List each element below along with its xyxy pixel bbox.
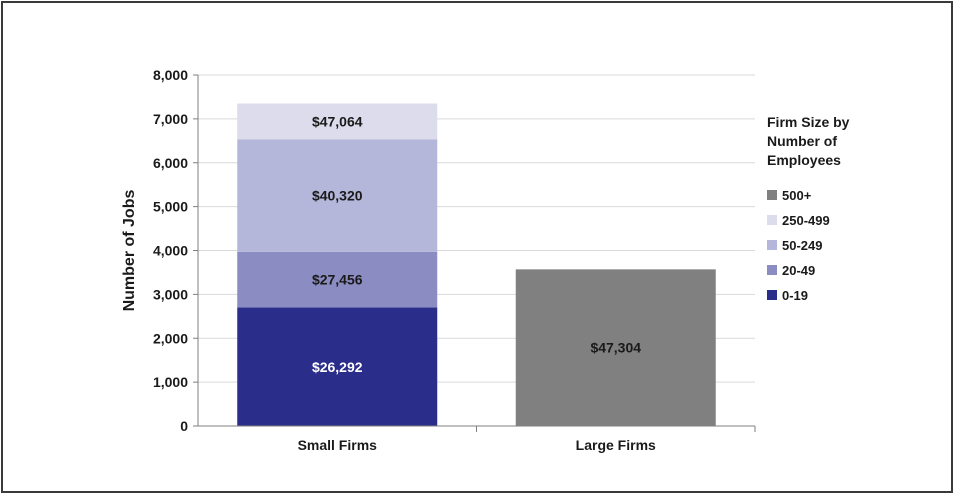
y-tick-label: 4,000 bbox=[153, 243, 188, 259]
legend-title-line: Firm Size by bbox=[767, 114, 850, 130]
data-label: $47,064 bbox=[312, 114, 363, 130]
data-label: $47,304 bbox=[590, 340, 641, 356]
bar-segment-50-249 bbox=[237, 139, 438, 252]
bar-segment-250-499 bbox=[237, 103, 438, 140]
legend-swatch bbox=[767, 215, 777, 225]
y-tick-label: 1,000 bbox=[153, 374, 188, 390]
legend-swatch bbox=[767, 265, 777, 275]
legend-label: 250-499 bbox=[782, 213, 830, 228]
bar-segment-500+ bbox=[515, 269, 716, 426]
legend-swatch bbox=[767, 290, 777, 300]
y-tick-label: 7,000 bbox=[153, 111, 188, 127]
y-tick-label: 5,000 bbox=[153, 199, 188, 215]
legend-title-line: Employees bbox=[767, 152, 841, 168]
x-category-label: Small Firms bbox=[298, 437, 378, 453]
legend-label: 20-49 bbox=[782, 263, 815, 278]
legend-label: 50-249 bbox=[782, 238, 822, 253]
legend-swatch bbox=[767, 240, 777, 250]
legend-label: 0-19 bbox=[782, 288, 808, 303]
legend-swatch bbox=[767, 190, 777, 200]
bar-segment-0-19 bbox=[237, 307, 438, 426]
stacked-bar-chart: $26,292 $27,456 $40,320 $47,064 $47,304 0 1,0… bbox=[121, 67, 850, 453]
y-tick-label: 8,000 bbox=[153, 67, 188, 83]
y-tick-label: 3,000 bbox=[153, 286, 188, 302]
data-label: $27,456 bbox=[312, 272, 363, 288]
bar-segment-20-49 bbox=[237, 251, 438, 308]
data-label: $40,320 bbox=[312, 188, 363, 204]
data-label: $26,292 bbox=[312, 359, 363, 375]
legend-label: 500+ bbox=[782, 188, 812, 203]
y-axis-title: Number of Jobs bbox=[121, 190, 138, 312]
x-category-label: Large Firms bbox=[576, 437, 656, 453]
y-tick-label: 6,000 bbox=[153, 155, 188, 171]
y-tick-label: 2,000 bbox=[153, 330, 188, 346]
legend-title-line: Number of bbox=[767, 133, 837, 149]
y-tick-label: 0 bbox=[180, 418, 188, 434]
